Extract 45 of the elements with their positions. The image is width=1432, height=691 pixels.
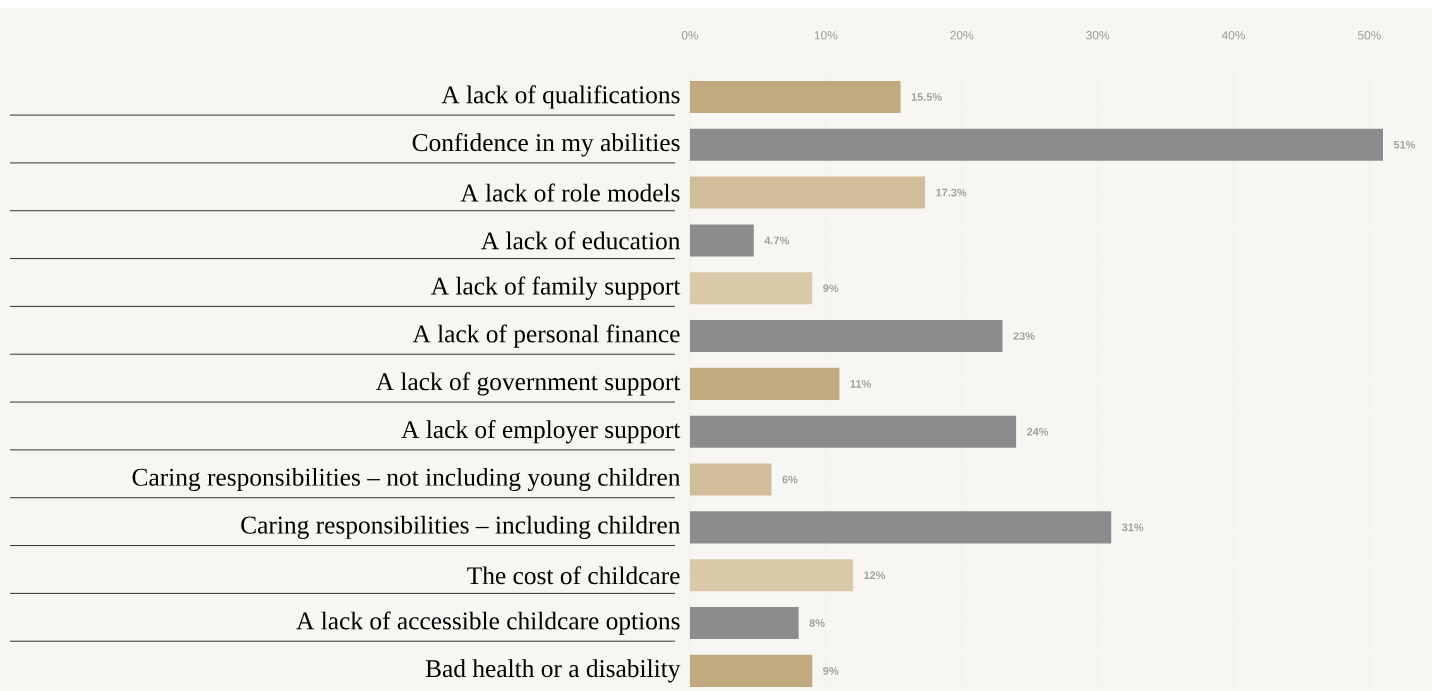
y-tick-label: Bad health or a disability xyxy=(425,659,681,683)
data-label: 23% xyxy=(1013,332,1035,340)
x-tick-label: 0% xyxy=(681,30,699,40)
y-tick-label: A lack of family support xyxy=(430,276,681,300)
y-tick-label: Confidence in my abilities xyxy=(412,132,680,157)
bar xyxy=(689,272,813,305)
bar xyxy=(689,606,799,639)
bar xyxy=(689,511,1112,544)
y-tick-label: Caring responsibilities – not including young children xyxy=(132,467,681,492)
data-label: 11% xyxy=(850,379,871,388)
bar xyxy=(689,654,813,687)
data-label: 15.5% xyxy=(911,92,942,101)
bar xyxy=(689,463,772,496)
x-tick-label: 30% xyxy=(1086,30,1110,40)
data-label: 9% xyxy=(823,284,839,293)
data-label: 6% xyxy=(782,475,798,484)
x-tick-label: 10% xyxy=(814,30,838,40)
bar xyxy=(689,367,840,400)
x-tick-label: 40% xyxy=(1221,30,1246,40)
y-tick-label: The cost of childcare xyxy=(467,566,680,585)
bar xyxy=(689,559,854,592)
y-tick-label: A lack of accessible childcare options xyxy=(296,611,680,635)
bar xyxy=(689,415,1017,448)
y-tick-label: A lack of qualifications xyxy=(441,85,680,109)
data-label: 51% xyxy=(1393,140,1416,149)
y-tick-label: A lack of government support xyxy=(375,372,681,396)
y-tick-label: A lack of role models xyxy=(460,183,680,202)
y-tick-label: A lack of personal finance xyxy=(412,324,680,348)
bar xyxy=(689,224,754,257)
y-tick-label: A lack of education xyxy=(481,231,681,250)
data-label: 31% xyxy=(1121,523,1144,532)
data-label: 24% xyxy=(1026,427,1049,436)
bar xyxy=(689,80,901,113)
data-label: 12% xyxy=(864,571,886,579)
data-label: 4.7% xyxy=(764,236,790,245)
bar xyxy=(689,128,1383,161)
bar xyxy=(689,176,926,209)
y-tick-label: A lack of employer support xyxy=(401,419,681,444)
y-tick-label: Caring responsibilities – including children xyxy=(241,515,681,539)
bar xyxy=(689,319,1003,353)
data-label: 17.3% xyxy=(936,188,967,197)
x-tick-label: 50% xyxy=(1357,30,1381,40)
data-label: 9% xyxy=(823,666,839,675)
x-tick-label: 20% xyxy=(950,30,974,40)
data-label: 8% xyxy=(809,619,825,627)
